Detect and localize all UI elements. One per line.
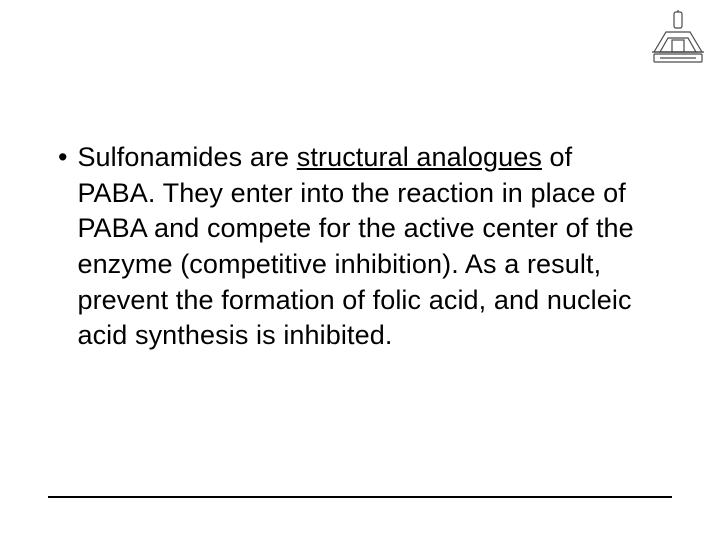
text-before: Sulfonamides are — [77, 142, 296, 172]
slide-body: • Sulfonamides are structural analogues … — [58, 140, 648, 354]
bullet-glyph: • — [58, 140, 67, 176]
bullet-item: • Sulfonamides are structural analogues … — [58, 140, 648, 354]
institution-logo — [648, 8, 708, 66]
footer-divider — [48, 496, 672, 498]
text-after: of PABA. They enter into the reaction in… — [77, 142, 633, 350]
bullet-text: Sulfonamides are structural analogues of… — [77, 140, 648, 354]
underlined-phrase: structural analogues — [297, 142, 542, 172]
